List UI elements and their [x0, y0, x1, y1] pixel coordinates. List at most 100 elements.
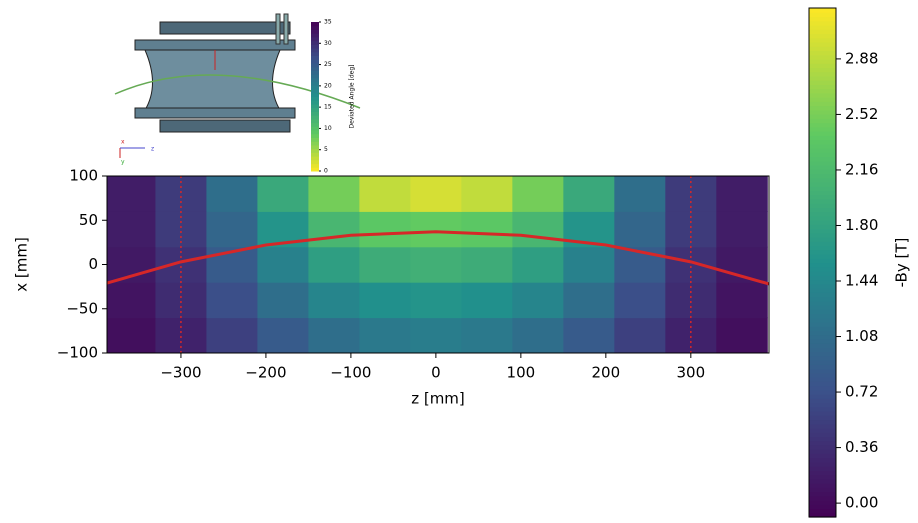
heatmap-cell — [359, 211, 410, 247]
heatmap-cell — [512, 211, 563, 247]
colorbar-swatch — [809, 309, 836, 314]
colorbar-swatch — [809, 322, 836, 327]
inset-colorbar-swatch — [311, 37, 319, 41]
colorbar-swatch — [809, 173, 836, 178]
heatmap-cell — [614, 282, 665, 318]
heatmap-cell — [104, 282, 155, 318]
colorbar-swatch — [809, 25, 836, 30]
colorbar-swatch — [809, 212, 836, 217]
colorbar-swatch — [809, 352, 836, 357]
colorbar-swatch — [809, 305, 836, 310]
colorbar-swatch — [809, 271, 836, 276]
heatmap-cell — [206, 318, 257, 354]
colorbar-swatch — [809, 131, 836, 136]
heatmap-cell — [308, 211, 359, 247]
colorbar-swatch — [809, 284, 836, 289]
colorbar-swatch — [809, 339, 836, 344]
inset-colorbar-swatch — [311, 74, 319, 78]
colorbar-swatch — [809, 178, 836, 183]
inset-colorbar-swatch — [311, 22, 319, 26]
inset-colorbar-swatch — [311, 93, 319, 97]
colorbar-swatch — [809, 402, 836, 407]
colorbar-swatch — [809, 483, 836, 488]
colorbar-swatch — [809, 445, 836, 450]
colorbar-swatch — [809, 263, 836, 268]
colorbar-swatch — [809, 419, 836, 424]
inset-colorbar-swatch — [311, 29, 319, 33]
colorbar-swatch — [809, 428, 836, 433]
heatmap-cell — [359, 318, 410, 354]
colorbar-swatch — [809, 59, 836, 64]
colorbar-swatch — [809, 169, 836, 174]
colorbar-swatch — [809, 182, 836, 187]
colorbar-swatch — [809, 462, 836, 467]
heatmap-cell — [257, 247, 308, 283]
x-tick-label: 200 — [592, 364, 621, 382]
inset-colorbar-swatch — [311, 149, 319, 153]
heatmap-cell — [716, 318, 767, 354]
colorbar-swatch — [809, 377, 836, 382]
colorbar-swatch — [809, 118, 836, 123]
heatmap — [104, 176, 769, 354]
heatmap-cell — [206, 211, 257, 247]
colorbar-swatch — [809, 390, 836, 395]
colorbar-swatch — [809, 127, 836, 132]
inset-colorbar-swatch — [311, 164, 319, 168]
colorbar-swatch — [809, 318, 836, 323]
inset-colorbar-tick-label: 0 — [324, 168, 328, 175]
colorbar-swatch — [809, 144, 836, 149]
inset-colorbar-swatch — [311, 152, 319, 156]
colorbar-swatch — [809, 267, 836, 272]
colorbar-swatch — [809, 229, 836, 234]
colorbar-swatch — [809, 475, 836, 480]
colorbar-swatch — [809, 250, 836, 255]
inset-colorbar-tick-label: 20 — [324, 82, 332, 89]
colorbar-swatch — [809, 441, 836, 446]
colorbar-swatch — [809, 449, 836, 454]
colorbar-swatch — [809, 110, 836, 115]
inset-colorbar-swatch — [311, 141, 319, 145]
inset-colorbar-swatch — [311, 145, 319, 149]
colorbar-swatch — [809, 72, 836, 77]
heatmap-cell — [716, 211, 767, 247]
colorbar-swatch — [809, 343, 836, 348]
colorbar-swatch — [809, 42, 836, 47]
inset-colorbar-swatch — [311, 134, 319, 138]
colorbar-swatch — [809, 424, 836, 429]
colorbar-swatch — [809, 246, 836, 251]
heatmap-cell — [359, 282, 410, 318]
x-tick-label: −300 — [160, 364, 201, 382]
heatmap-cell — [716, 176, 767, 212]
colorbar-swatch — [809, 152, 836, 157]
colorbar-swatch — [809, 356, 836, 361]
y-tick-label: −100 — [57, 344, 98, 362]
inset-colorbar-swatch — [311, 167, 319, 171]
heatmap-cell — [614, 318, 665, 354]
heatmap-cell — [461, 247, 512, 283]
heatmap-cell — [461, 282, 512, 318]
inset-colorbar-swatch — [311, 70, 319, 74]
heatmap-cell — [308, 176, 359, 212]
colorbar-swatch — [809, 63, 836, 68]
heatmap-cell — [461, 176, 512, 212]
heatmap-cell — [614, 176, 665, 212]
heatmap-cell — [410, 318, 461, 354]
inset-colorbar-swatch — [311, 130, 319, 134]
colorbar-swatch — [809, 292, 836, 297]
heatmap-cell — [308, 318, 359, 354]
colorbar-swatch — [809, 46, 836, 51]
colorbar-swatch — [809, 84, 836, 89]
colorbar-swatch — [809, 21, 836, 26]
colorbar-swatch — [809, 38, 836, 43]
colorbar-swatch — [809, 479, 836, 484]
heatmap-cell — [308, 247, 359, 283]
colorbar-swatch — [809, 432, 836, 437]
colorbar-swatch — [809, 216, 836, 221]
colorbar-swatch — [809, 470, 836, 475]
inset-colorbar-swatch — [311, 33, 319, 37]
colorbar-swatch — [809, 33, 836, 38]
inset-colorbar-swatch — [311, 115, 319, 119]
inset-colorbar-swatch — [311, 137, 319, 141]
colorbar-swatch — [809, 55, 836, 60]
inset-colorbar-swatch — [311, 82, 319, 86]
